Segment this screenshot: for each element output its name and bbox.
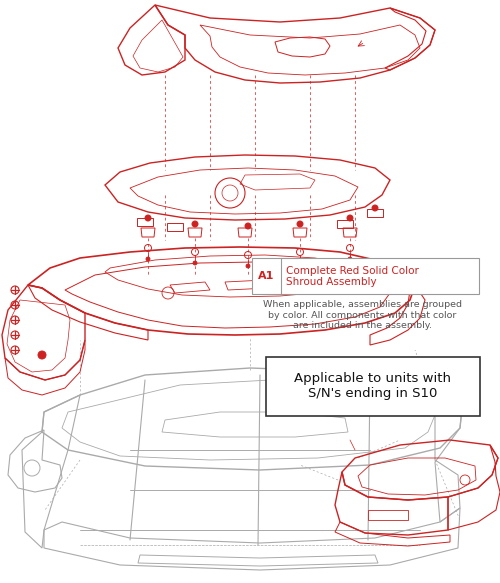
Circle shape: [145, 215, 151, 221]
Text: Complete Red Solid Color
Shroud Assembly: Complete Red Solid Color Shroud Assembly: [286, 265, 418, 287]
Circle shape: [192, 221, 198, 227]
FancyBboxPatch shape: [266, 357, 480, 416]
Text: Applicable to units with
S/N's ending in S10: Applicable to units with S/N's ending in…: [294, 372, 451, 401]
Circle shape: [348, 257, 352, 261]
Circle shape: [245, 223, 251, 229]
Circle shape: [246, 264, 250, 268]
Circle shape: [38, 351, 46, 359]
Circle shape: [298, 261, 302, 265]
Circle shape: [372, 205, 378, 211]
Circle shape: [146, 257, 150, 261]
FancyBboxPatch shape: [252, 258, 478, 294]
Circle shape: [193, 261, 197, 265]
Text: When applicable, assemblies are grouped
by color. All components with that color: When applicable, assemblies are grouped …: [263, 300, 462, 330]
Text: A1: A1: [258, 271, 274, 282]
Circle shape: [297, 221, 303, 227]
Circle shape: [347, 215, 353, 221]
